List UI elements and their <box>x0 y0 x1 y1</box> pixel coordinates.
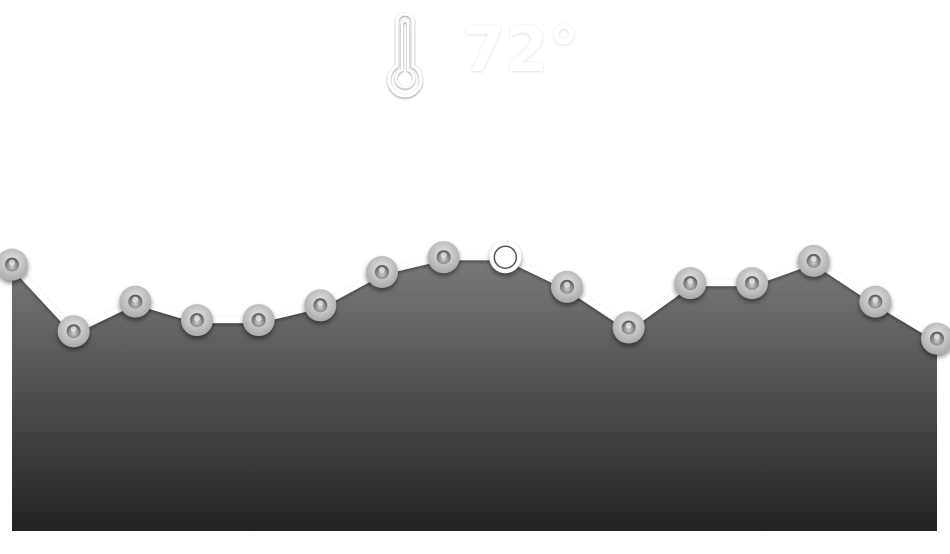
data-point[interactable] <box>859 285 892 318</box>
data-point[interactable] <box>921 322 950 355</box>
data-point[interactable] <box>797 244 830 277</box>
temperature-reading: 72° <box>462 13 580 86</box>
data-point[interactable] <box>674 267 707 300</box>
data-point-selected[interactable] <box>489 241 522 274</box>
data-point[interactable] <box>242 304 275 337</box>
thermometer-icon <box>387 12 423 98</box>
data-point[interactable] <box>304 289 337 322</box>
data-point[interactable] <box>551 270 583 303</box>
data-point[interactable] <box>366 256 398 288</box>
data-point[interactable] <box>612 311 645 344</box>
data-point[interactable] <box>0 248 28 281</box>
data-point[interactable] <box>427 241 460 274</box>
data-point[interactable] <box>181 304 213 337</box>
data-point[interactable] <box>119 285 152 318</box>
data-point[interactable] <box>736 267 768 300</box>
temperature-line <box>9 254 940 342</box>
data-point[interactable] <box>57 315 90 348</box>
temperature-area-fill <box>12 257 937 531</box>
